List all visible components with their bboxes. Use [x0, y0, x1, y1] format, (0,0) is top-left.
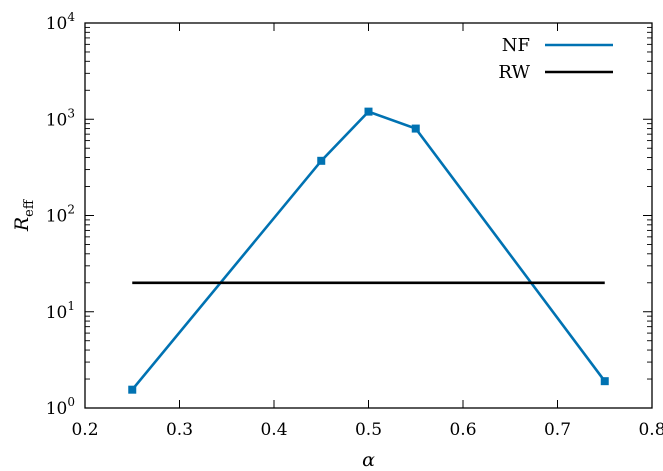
- y-tick-labels: 100 101 102 103 104: [46, 10, 76, 419]
- y-tick-label-3: 103: [46, 106, 75, 130]
- y-tick-label-1: 101: [46, 299, 75, 323]
- data-point-nf: [317, 156, 326, 165]
- y-axis-title-main: R: [11, 217, 33, 232]
- x-tick-label-2: 0.4: [260, 420, 287, 440]
- y-axis-title: Reff: [11, 198, 37, 232]
- series-line-nf: [131, 110, 606, 391]
- x-tick-label-4: 0.6: [449, 420, 476, 440]
- x-axis-title: α: [362, 449, 375, 471]
- plot-frame: [84, 22, 653, 409]
- x-tick-label-0: 0.2: [71, 420, 98, 440]
- data-point-nf: [128, 385, 137, 394]
- y-tick-label-4: 104: [46, 10, 76, 34]
- y-tick-label-0: 100: [46, 395, 75, 419]
- y-tick-label-2: 102: [46, 203, 75, 227]
- x-tick-labels: 0.2 0.3 0.4 0.5 0.6 0.7 0.8: [71, 420, 663, 440]
- data-point-nf: [600, 377, 609, 386]
- y-axis-title-sub: eff: [22, 198, 37, 217]
- x-tick-label-5: 0.7: [544, 420, 571, 440]
- x-tick-label-3: 0.5: [355, 420, 382, 440]
- legend-label-nf: NF: [502, 35, 530, 56]
- legend-label-rw: RW: [498, 62, 530, 83]
- data-point-nf: [364, 107, 373, 116]
- legend: NF RW: [498, 35, 613, 83]
- x-tick-label-1: 0.3: [166, 420, 193, 440]
- x-tick-label-6: 0.8: [638, 420, 663, 440]
- axis-ticks: [84, 22, 653, 409]
- series-layer: [128, 107, 609, 394]
- data-point-nf: [411, 124, 420, 133]
